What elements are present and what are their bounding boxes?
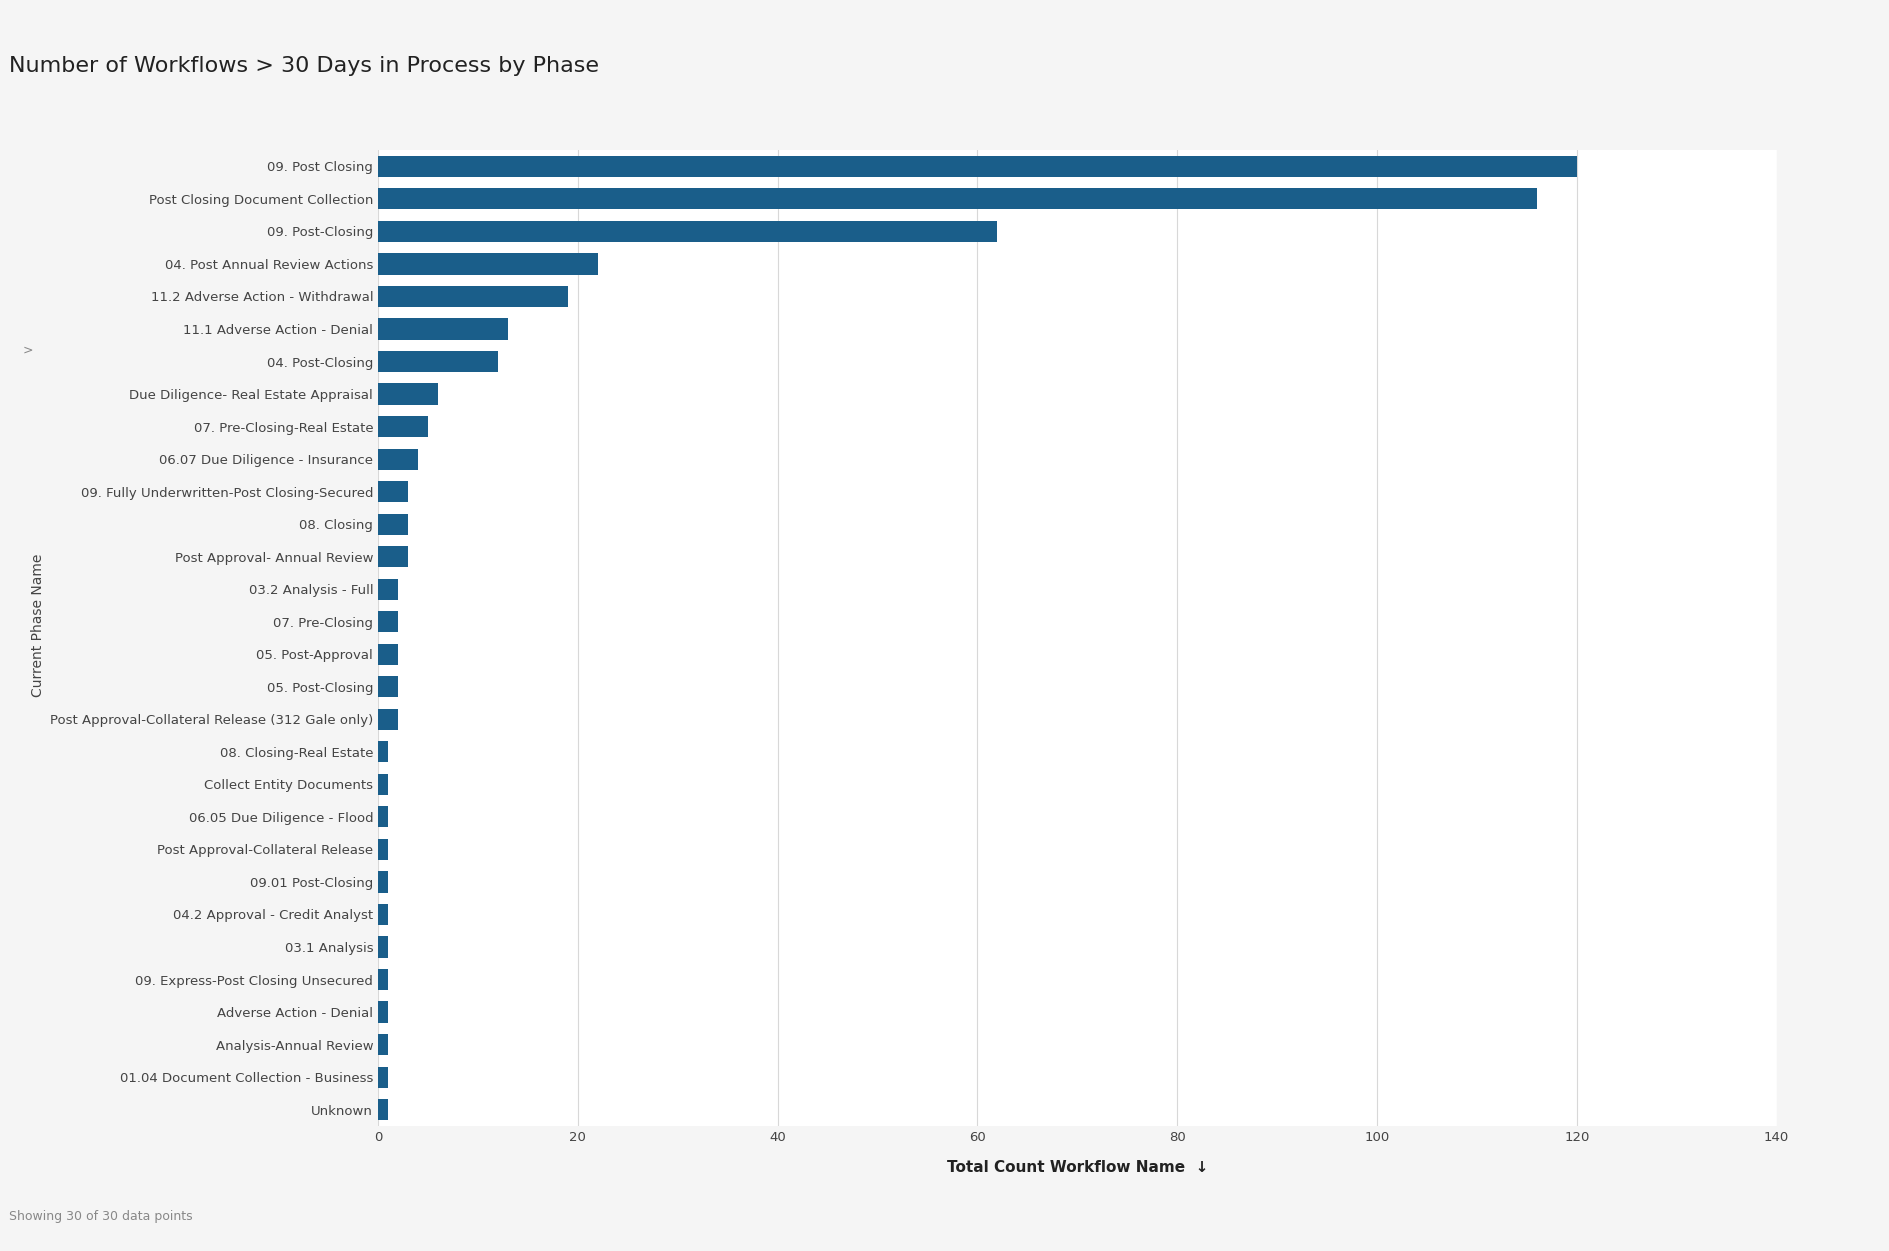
Bar (378, 1035, 387, 1055)
Bar (378, 872, 387, 892)
Bar (378, 612, 399, 632)
Bar (378, 937, 387, 957)
Text: Showing 30 of 30 data points: Showing 30 of 30 data points (9, 1210, 193, 1222)
Bar (378, 319, 508, 339)
Bar (378, 742, 387, 762)
Text: Current Phase Name: Current Phase Name (30, 554, 45, 697)
Bar (378, 514, 408, 534)
Bar (378, 352, 497, 372)
Bar (378, 482, 408, 502)
Bar (378, 839, 387, 859)
Bar (378, 1100, 387, 1120)
Bar (378, 156, 1575, 176)
Bar (378, 904, 387, 924)
Text: Number of Workflows > 30 Days in Process by Phase: Number of Workflows > 30 Days in Process… (9, 56, 599, 76)
Bar (378, 644, 399, 664)
X-axis label: Total Count Workflow Name  ↓: Total Count Workflow Name ↓ (946, 1161, 1207, 1176)
Bar (378, 1002, 387, 1022)
Text: >: > (23, 344, 34, 357)
Bar (378, 189, 1536, 209)
Bar (378, 547, 408, 567)
Bar (378, 221, 997, 241)
Bar (378, 677, 399, 697)
Bar (378, 709, 399, 729)
Bar (378, 254, 597, 274)
Bar (378, 417, 427, 437)
Bar (378, 970, 387, 990)
Bar (378, 579, 399, 599)
Bar (378, 286, 567, 306)
Bar (378, 449, 417, 469)
Bar (378, 774, 387, 794)
Bar (378, 807, 387, 827)
Bar (378, 384, 438, 404)
Bar (378, 1067, 387, 1087)
